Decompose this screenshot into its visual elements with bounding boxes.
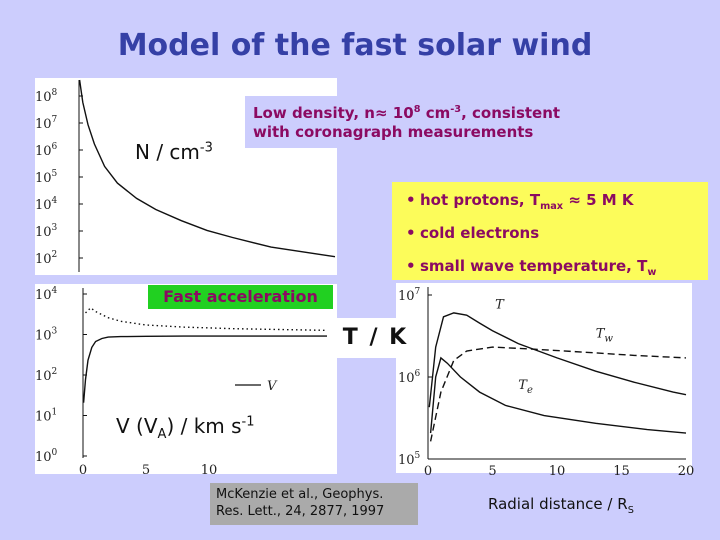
approx-symbol: ≈ bbox=[563, 191, 581, 209]
bullet-dot: • bbox=[406, 191, 416, 209]
reference-line1: McKenzie et al., Geophys. bbox=[216, 487, 384, 502]
bullet-text: small wave temperature, T bbox=[420, 257, 648, 275]
reference-line2: Res. Lett., 24, 2877, 1997 bbox=[216, 504, 385, 519]
x-tick-label: 5 bbox=[488, 464, 496, 479]
fast-acceleration-label: Fast acceleration bbox=[148, 285, 333, 309]
x-tick-label: 10 bbox=[549, 464, 566, 479]
y-tick-label: 105 bbox=[35, 169, 58, 186]
y-tick-label: 102 bbox=[35, 250, 57, 267]
approx-symbol: ≈ bbox=[375, 104, 388, 122]
y-tick-label: 101 bbox=[35, 408, 57, 425]
note-number: 10 bbox=[387, 104, 414, 122]
reference-citation: McKenzie et al., Geophys. Res. Lett., 24… bbox=[210, 483, 418, 525]
bullet-subscript: max bbox=[540, 201, 564, 212]
series-line-t bbox=[428, 312, 687, 408]
x-tick-label: 0 bbox=[79, 463, 87, 478]
bullet-cold-electrons: • cold electrons bbox=[406, 224, 539, 242]
y-tick-label: 103 bbox=[35, 223, 58, 240]
properties-box bbox=[392, 182, 708, 280]
y-tick-label: 103 bbox=[35, 327, 58, 344]
series-line-dotted bbox=[85, 306, 336, 332]
series-label-t: T bbox=[495, 298, 505, 313]
velocity-label-text: V (V bbox=[116, 414, 158, 438]
y-tick-label: 108 bbox=[35, 88, 58, 105]
bullet-text: cold electrons bbox=[420, 224, 540, 242]
series-line-v bbox=[82, 335, 335, 403]
note-text-tail: , consistent bbox=[461, 104, 561, 122]
note-unit-exponent: -3 bbox=[450, 104, 462, 115]
bullet-dot: • bbox=[406, 224, 416, 242]
x-tick-label: 0 bbox=[424, 464, 432, 479]
radial-label-subscript: S bbox=[627, 505, 634, 516]
temperature-plot-panel bbox=[396, 283, 692, 473]
series-line-tw bbox=[429, 346, 687, 442]
y-tick-label: 104 bbox=[35, 196, 58, 213]
series-line-solid bbox=[78, 79, 336, 258]
y-tick-label: 106 bbox=[35, 142, 58, 159]
x-tick-label: 5 bbox=[142, 463, 150, 478]
density-note-line2: with coronagraph measurements bbox=[253, 123, 534, 141]
density-chart: 108 107 106 105 104 103 102 bbox=[35, 79, 336, 272]
velocity-chart: 104 103 102 101 100 0 5 10 V bbox=[35, 286, 336, 478]
series-label-te: Te bbox=[518, 378, 533, 396]
density-label-exponent: -3 bbox=[199, 140, 213, 156]
page-title: Model of the fast solar wind bbox=[117, 28, 593, 63]
legend-label-v: V bbox=[267, 379, 278, 394]
density-label-text: N / cm bbox=[135, 140, 200, 164]
density-axis-label: N / cm-3 bbox=[135, 140, 213, 164]
velocity-label-exponent: -1 bbox=[241, 414, 255, 430]
bullet-hot-protons: • hot protons, Tmax ≈ 5 M K bbox=[406, 191, 634, 212]
y-tick-label: 105 bbox=[398, 451, 421, 468]
series-line-te bbox=[429, 356, 687, 434]
velocity-label-unit: ) / km s bbox=[166, 414, 242, 438]
radial-label-text: Radial distance / R bbox=[488, 495, 628, 513]
density-note: Low density, n≈ 108 cm-3, consistent wit… bbox=[245, 96, 595, 148]
bullet-value: 5 M K bbox=[580, 191, 634, 209]
note-exponent: 8 bbox=[413, 104, 421, 115]
density-note-line1: Low density, n≈ 108 cm-3, consistent bbox=[253, 100, 587, 123]
y-tick-label: 102 bbox=[35, 367, 57, 384]
velocity-axis-label: V (VA) / km s-1 bbox=[116, 414, 255, 442]
y-tick-label: 104 bbox=[35, 286, 58, 303]
bullet-text: hot protons, T bbox=[420, 191, 541, 209]
bullet-dot: • bbox=[406, 257, 416, 275]
velocity-label-subscript: A bbox=[157, 427, 167, 442]
x-tick-label: 10 bbox=[201, 463, 218, 478]
note-unit: cm bbox=[420, 104, 451, 122]
note-text: Low density, n bbox=[253, 104, 375, 122]
x-tick-label: 20 bbox=[678, 464, 695, 479]
series-label-tw: Tw bbox=[596, 326, 614, 344]
y-tick-label: 107 bbox=[398, 287, 421, 304]
bullet-wave-temperature: • small wave temperature, Tw bbox=[406, 257, 656, 278]
y-tick-label: 106 bbox=[398, 369, 421, 386]
y-tick-label: 107 bbox=[35, 115, 58, 132]
bullet-subscript: w bbox=[647, 267, 657, 278]
temperature-axis-label: T / K bbox=[327, 318, 424, 358]
y-tick-label: 100 bbox=[35, 448, 58, 465]
x-tick-label: 15 bbox=[613, 464, 630, 479]
radial-distance-label: Radial distance / RS bbox=[488, 495, 634, 516]
